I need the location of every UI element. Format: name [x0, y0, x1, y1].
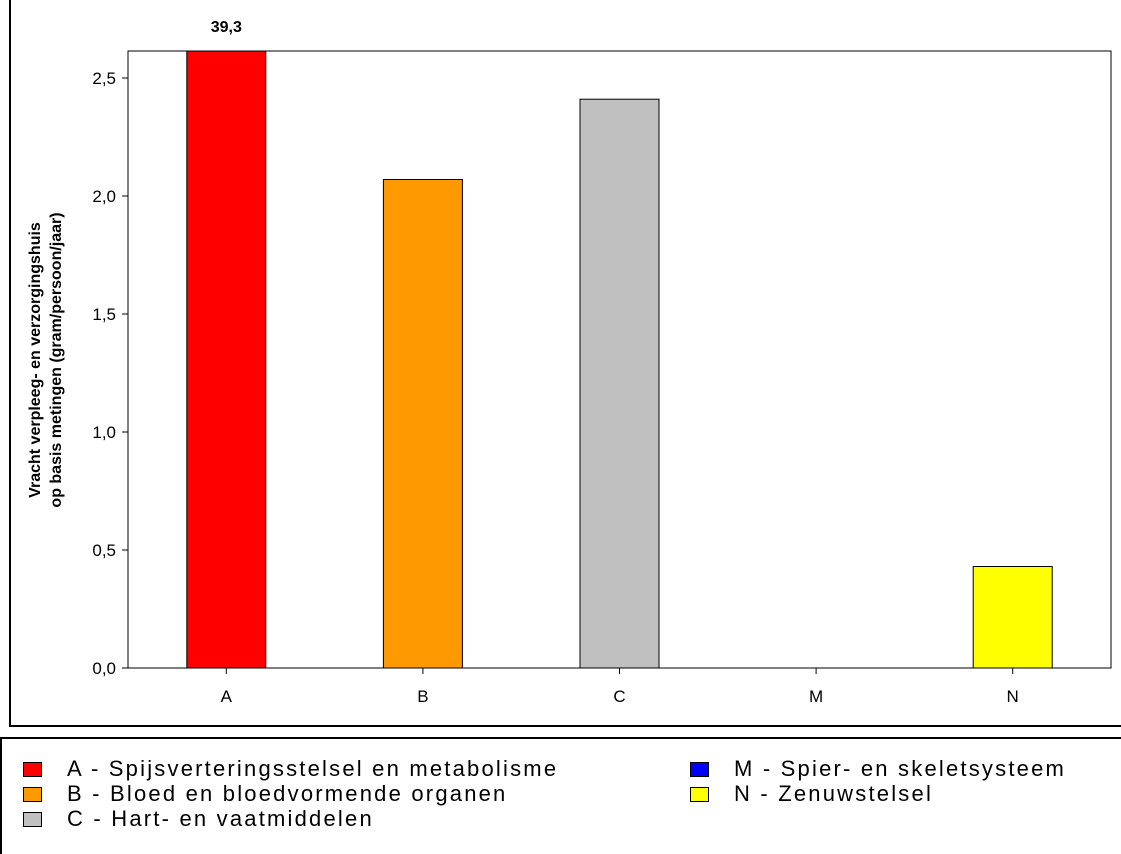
legend-label-B: B - Bloed en bloedvormende organen: [67, 781, 508, 806]
y-tick-label: 2,0: [92, 187, 116, 206]
data-label-A: 39,3: [211, 19, 242, 36]
legend-swatch-C: [23, 811, 42, 827]
legend-item-M: M - Spier- en skeletsysteem: [690, 756, 1066, 782]
bar-N: [972, 566, 1053, 669]
legend-label-M: M - Spier- en skeletsysteem: [734, 756, 1067, 781]
legend-item-A: A - Spijsverteringsstelsel en metabolism…: [23, 756, 558, 782]
x-tick-label-A: A: [221, 687, 233, 706]
bar-A: [186, 50, 267, 669]
legend-label-C: C - Hart- en vaatmiddelen: [67, 806, 374, 831]
legend-swatch-A: [23, 761, 42, 777]
legend: A - Spijsverteringsstelsel en metabolism…: [0, 737, 1121, 854]
y-tick-label: 1,5: [92, 305, 116, 324]
x-tick-label-N: N: [1007, 687, 1019, 706]
legend-label-N: N - Zenuwstelsel: [734, 781, 934, 806]
y-tick-label: 0,5: [92, 541, 116, 560]
y-tick-label: 0,0: [92, 659, 116, 678]
x-tick-label-B: B: [417, 687, 428, 706]
x-tick-label-M: M: [809, 687, 823, 706]
legend-item-C: C - Hart- en vaatmiddelen: [23, 806, 374, 832]
y-axis: 0,0 0,5 1,0 1,5 2,0 2,5: [92, 69, 128, 678]
legend-swatch-B: [23, 786, 42, 802]
legend-item-N: N - Zenuwstelsel: [690, 781, 933, 807]
y-tick-label: 2,5: [92, 69, 116, 88]
legend-item-B: B - Bloed en bloedvormende organen: [23, 781, 508, 807]
y-axis-label-line1: Vracht verpleeg- en verzorgingshuis: [27, 222, 44, 498]
bar-B: [382, 179, 463, 669]
bar-C: [579, 98, 660, 669]
y-axis-label: Vracht verpleeg- en verzorgingshuis op b…: [27, 212, 65, 507]
x-tick-label-C: C: [613, 687, 625, 706]
y-tick-label: 1,0: [92, 423, 116, 442]
legend-swatch-N: [690, 786, 709, 802]
y-axis-label-line2: op basis metingen (gram/persoon/jaar): [48, 212, 65, 507]
bar-chart: 39,3 0,0 0,5 1,0 1,5 2,0 2,5 A B C M N Vracht ver…: [27, 19, 1112, 706]
bars-layer: 39,3: [186, 19, 1053, 669]
chart-frame: [9, 0, 1121, 727]
legend-swatch-M: [690, 761, 709, 777]
legend-label-A: A - Spijsverteringsstelsel en metabolism…: [67, 756, 559, 781]
